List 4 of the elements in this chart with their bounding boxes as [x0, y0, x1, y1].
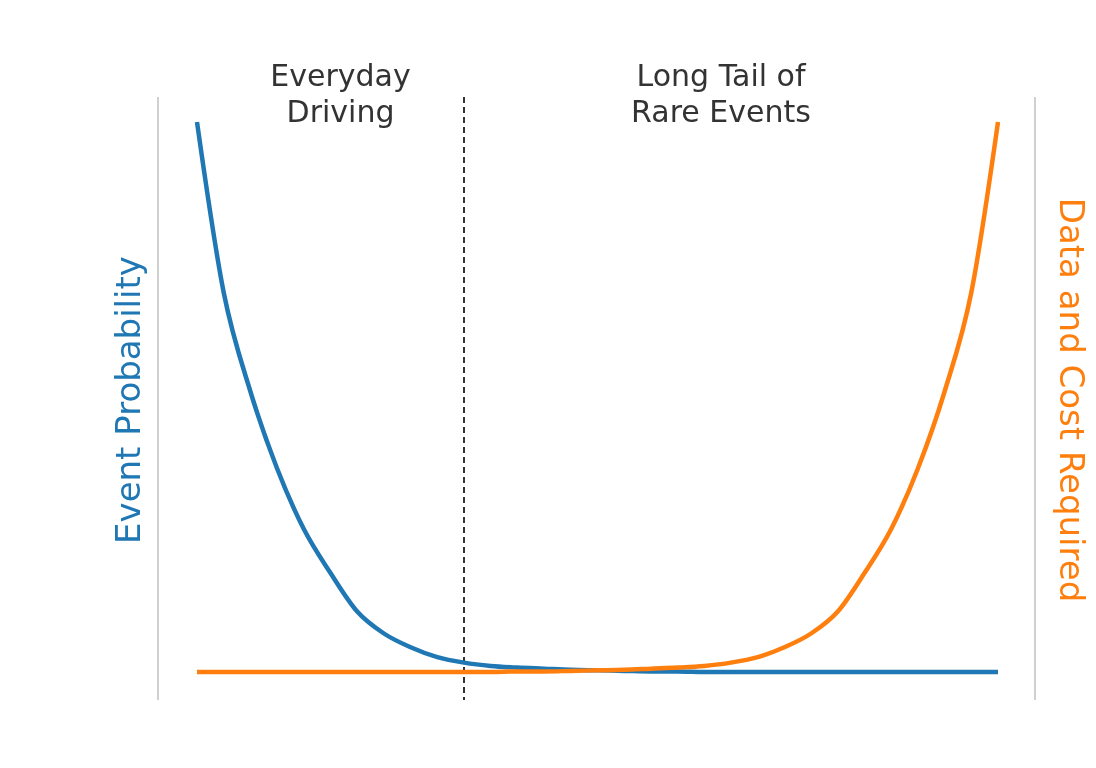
y-axis-title: Event Probability	[108, 256, 148, 544]
annotation: Long Tail of Rare Events	[631, 58, 811, 129]
y2-axis-title: Data and Cost Required	[1052, 197, 1092, 603]
annotation: Everyday Driving	[270, 58, 411, 129]
